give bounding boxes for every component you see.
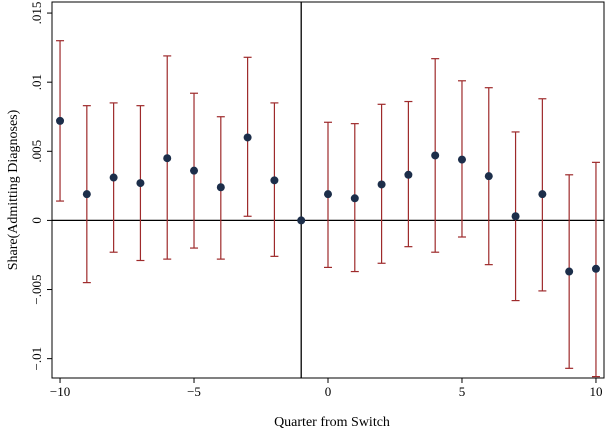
x-tick-label-0: −10 [50,384,70,399]
data-point-18 [538,190,547,199]
data-point-8 [270,176,279,185]
data-point-1 [82,190,91,199]
y-tick-label-3: .005 [29,140,44,163]
data-point-3 [136,179,145,188]
y-tick-label-0: −.01 [29,347,44,371]
x-axis-label: Quarter from Switch [274,415,390,430]
y-tick-label-2: 0 [29,217,44,224]
data-point-16 [484,172,493,181]
data-point-15 [457,155,466,164]
data-point-19 [565,267,574,276]
data-point-6 [216,183,225,192]
data-point-10 [324,190,332,199]
x-axis: −10 −5 0 5 10 [50,378,602,399]
data-point-2 [109,173,118,182]
point-estimates [56,116,600,276]
data-point-17 [511,212,520,221]
data-point-11 [350,194,359,203]
data-point-7 [243,133,252,142]
x-tick-label-2: 0 [325,384,332,399]
confidence-intervals [56,40,600,378]
data-point-9 [297,216,306,225]
data-point-13 [404,170,413,179]
x-tick-label-4: 10 [589,384,602,399]
y-tick-label-5: .015 [29,2,44,25]
x-tick-label-1: −5 [187,384,201,399]
y-axis-label: Share(Admitting Diagnoses) [6,109,21,270]
data-point-4 [163,154,172,163]
data-point-14 [431,151,440,160]
y-axis: −.01 −.005 0 .005 .01 .015 [29,2,52,371]
data-point-5 [190,166,199,175]
y-tick-label-4: .01 [29,74,44,90]
data-point-20 [591,264,600,273]
x-tick-label-3: 5 [459,384,466,399]
data-point-12 [377,180,386,189]
data-point-0 [56,116,65,125]
y-tick-label-1: −.005 [29,274,44,304]
